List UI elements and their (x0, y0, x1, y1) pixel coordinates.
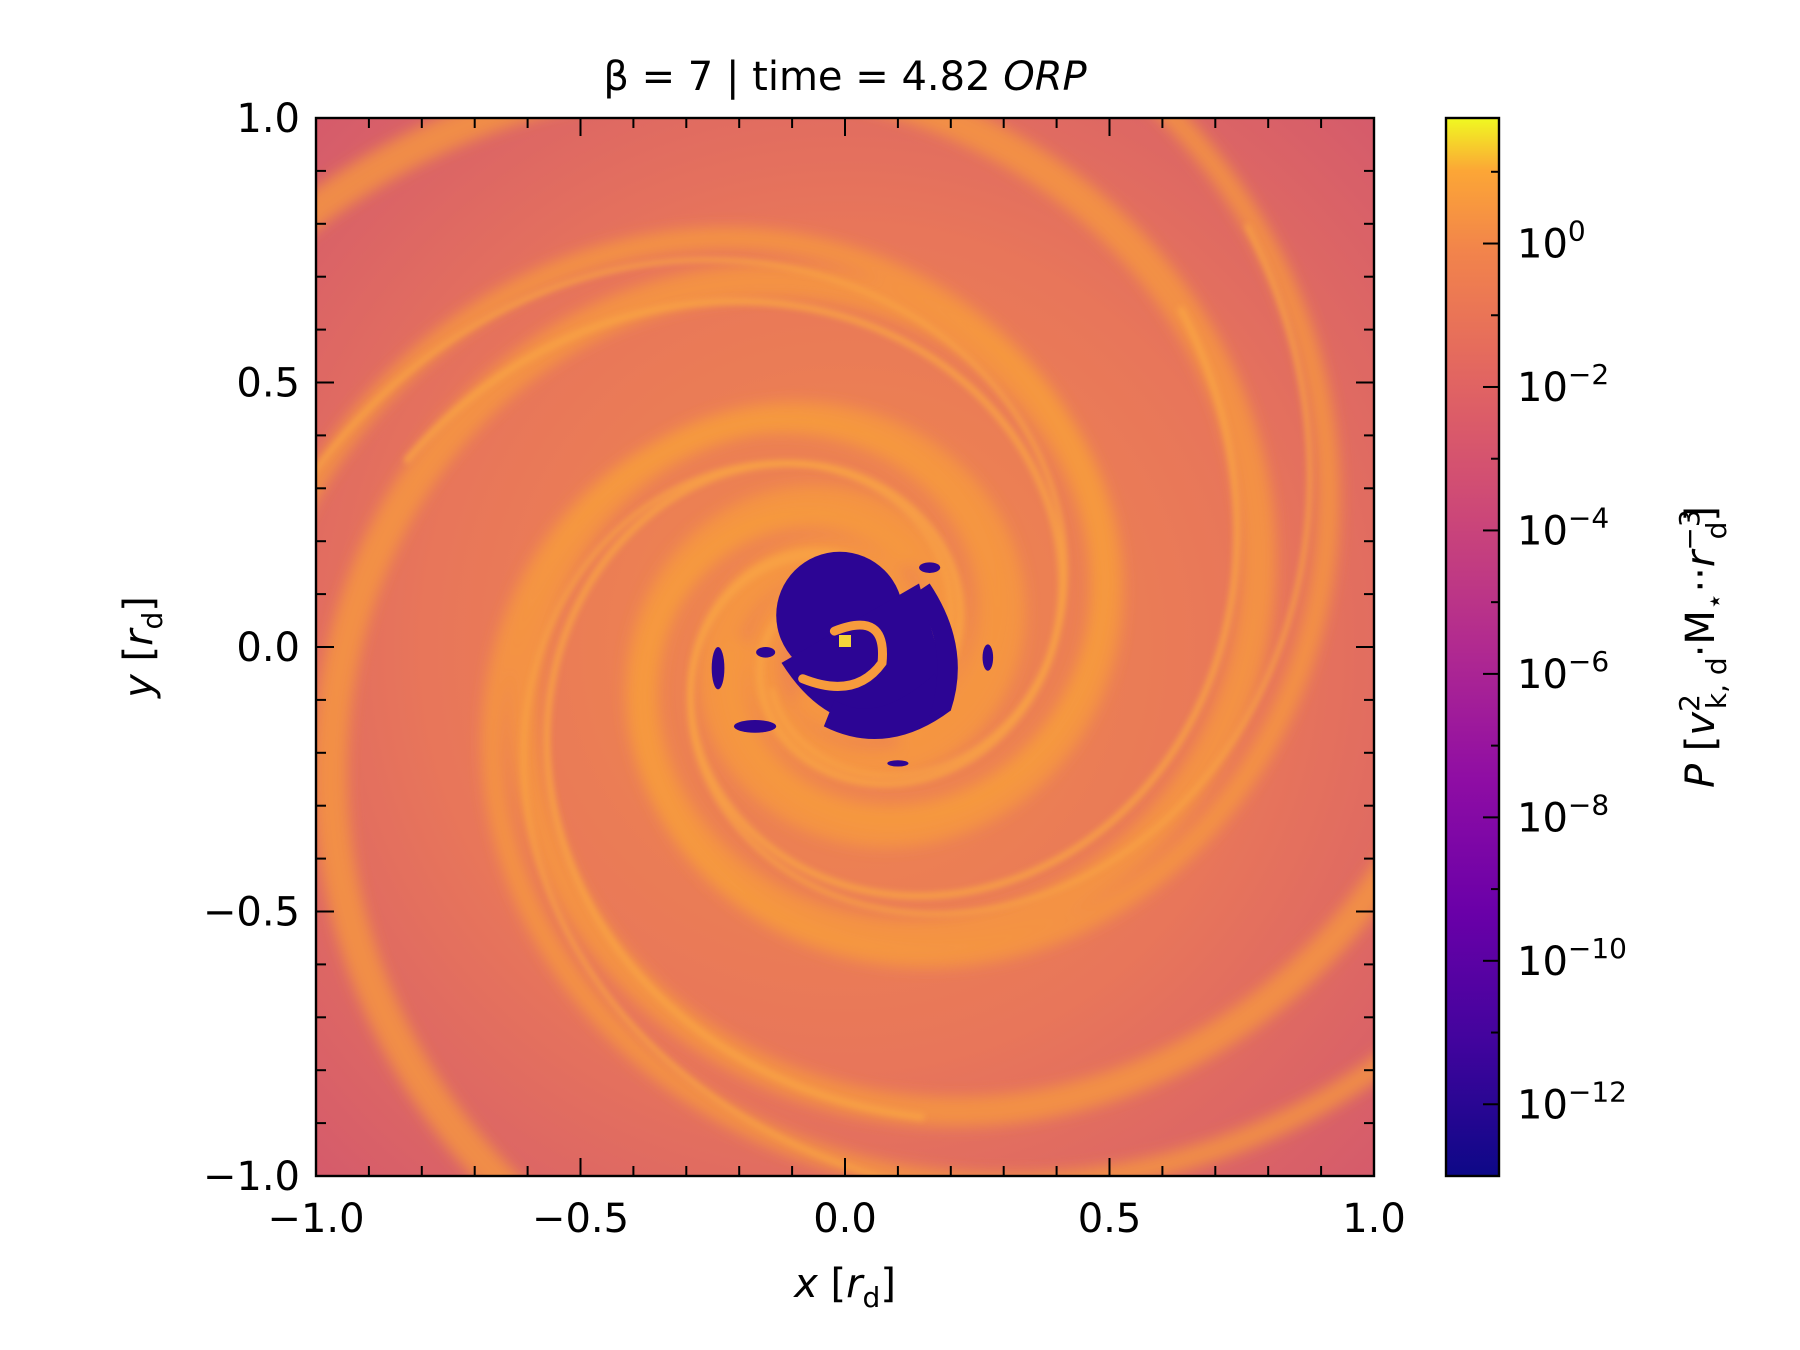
spiral-arm (316, 227, 1114, 827)
colorbar-tick-label: 10−2 (1517, 358, 1609, 411)
x-tick-label: 1.0 (1342, 1196, 1406, 1242)
x-ticks (315, 118, 1375, 1176)
spiral-filament (687, 306, 1241, 900)
cavity-fragment (982, 644, 994, 671)
colorbar-ticks (1483, 170, 1499, 1177)
cavity-lobe (913, 583, 958, 716)
y-tick-label: 0.5 (236, 361, 300, 407)
spiral-arms-sharp (316, 224, 1313, 1176)
inner-spiral (798, 620, 888, 691)
colorbar-tick-label: 10−4 (1517, 501, 1609, 554)
spiral-filament (316, 257, 1069, 778)
chart-title: β = 7 | time = 4.82 ORP (603, 54, 1087, 100)
spiral-arm (631, 118, 1340, 969)
spiral-arm (316, 264, 1124, 1176)
cavity-fragment (919, 562, 941, 573)
y-tick-label: −1.0 (203, 1154, 300, 1200)
x-tick-label: −1.0 (267, 1196, 364, 1242)
cavity-fragment (711, 647, 725, 690)
pressure-heatmap (316, 118, 1374, 1176)
y-tick-label: −0.5 (203, 890, 300, 936)
colorbar-tick-label: 100 (1517, 215, 1586, 268)
y-tick-label: 1.0 (236, 96, 300, 142)
x-tick-label: −0.5 (532, 1196, 629, 1242)
central-star (839, 635, 851, 647)
colorbar-tick-label: 10−6 (1517, 645, 1609, 698)
x-axis-label: x [rd] (792, 1261, 896, 1314)
cavity-fragment (756, 647, 776, 658)
spiral-filament (520, 460, 954, 1176)
spiral-filament (687, 224, 1313, 917)
cavity-fragment (887, 760, 909, 767)
y-tick-labels: −1.0 −0.5 0.0 0.5 1.0 (203, 96, 300, 1200)
x-tick-labels: −1.0 −0.5 0.0 0.5 1.0 (267, 1196, 1405, 1242)
colorbar-tick-labels: 100 10−2 10−4 10−6 10−8 10−10 10−12 (1517, 215, 1627, 1129)
cavity-fragment (733, 720, 777, 733)
spiral-arms-soft (316, 118, 1374, 1176)
y-axis-label: y [rd] (116, 596, 169, 699)
y-tick-label: 0.0 (236, 625, 300, 671)
colorbar-label: P [v2k, d·M⋆··r−3d] (1673, 506, 1733, 788)
title-prefix: β = 7 | time = 4.82 (603, 54, 1003, 100)
colorbar-tick-label: 10−8 (1517, 788, 1609, 841)
colorbar (1444, 116, 1501, 1178)
title-suffix: ORP (1003, 54, 1087, 100)
y-ticks (316, 117, 1374, 1177)
central-cavity (711, 551, 994, 767)
x-tick-label: 0.0 (813, 1196, 877, 1242)
colorbar-tick-label: 10−12 (1517, 1075, 1627, 1128)
spiral-filament (403, 297, 1066, 788)
colorbar-tick-label: 10−10 (1517, 932, 1627, 985)
x-tick-label: 0.5 (1078, 1196, 1142, 1242)
spiral-filament (543, 460, 964, 1121)
spiral-arm (508, 400, 1374, 1127)
cavity-lobe (823, 673, 951, 740)
spiral-arm (481, 411, 1374, 1176)
